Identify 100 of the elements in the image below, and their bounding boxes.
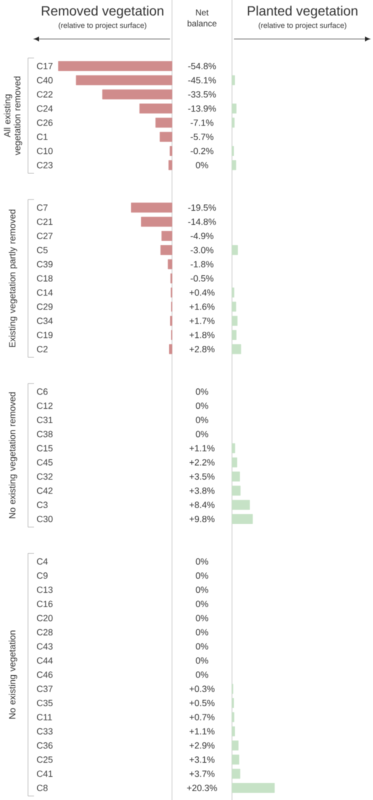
bar <box>232 316 238 326</box>
text: -14.8% <box>188 218 216 225</box>
y-tick-label: C45 <box>36 459 53 466</box>
text: +2.9% <box>190 742 215 749</box>
y-tick-label: C13 <box>36 586 53 593</box>
text: +1.1% <box>190 445 215 452</box>
bar <box>232 245 238 256</box>
text: 0% <box>196 586 208 593</box>
y-tick-label: C42 <box>36 488 53 494</box>
text: No existing vegetation removed <box>8 392 18 518</box>
y-tick-label: C32 <box>36 473 53 480</box>
text: 0% <box>196 614 208 622</box>
y-tick-label: C38 <box>36 430 53 438</box>
y-tick-label: C23 <box>36 162 53 168</box>
y-tick-label: C25 <box>36 756 53 763</box>
text: Net balance <box>188 10 216 26</box>
text: +3.1% <box>190 756 215 763</box>
y-tick-label: C22 <box>36 91 53 98</box>
text: -19.5% <box>188 204 216 211</box>
bar <box>232 330 236 340</box>
text: +3.5% <box>190 473 215 480</box>
y-tick-label: C34 <box>36 318 53 324</box>
text: -45.1% <box>188 77 216 84</box>
y-tick-label: C6 <box>36 388 48 395</box>
text: -54.8% <box>188 62 216 70</box>
y-tick-label: C21 <box>36 218 53 225</box>
text: -0.5% <box>190 275 214 282</box>
y-tick-label: C1 <box>36 134 48 140</box>
bar <box>232 75 235 86</box>
bar <box>232 514 253 524</box>
text: 0% <box>196 388 208 395</box>
text: 0% <box>196 629 208 636</box>
y-tick-label: C40 <box>36 77 53 84</box>
bar <box>232 288 234 298</box>
bar <box>232 712 234 722</box>
text: +0.7% <box>190 714 215 720</box>
text: 0% <box>196 430 208 438</box>
bar <box>232 740 239 750</box>
y-tick-label: C10 <box>36 148 53 154</box>
text: 0% <box>196 558 208 565</box>
text: -4.9% <box>190 232 214 240</box>
text: 0% <box>196 643 208 650</box>
y-tick-label: C2 <box>36 346 48 352</box>
y-tick-label: C30 <box>36 516 53 522</box>
y-tick-label: C43 <box>36 643 53 650</box>
text: +0.4% <box>190 289 215 296</box>
text: 0% <box>196 572 208 579</box>
text: -1.8% <box>190 261 214 268</box>
text: +2.2% <box>190 459 215 466</box>
bar <box>232 782 275 793</box>
text: 0% <box>196 162 208 168</box>
text: All existing vegetation removed <box>4 76 22 156</box>
bar <box>232 118 235 128</box>
text: +1.1% <box>190 728 215 734</box>
y-tick-label: C12 <box>36 402 53 409</box>
bar <box>232 344 242 354</box>
y-tick-label: C14 <box>36 289 53 296</box>
text: +8.4% <box>190 502 215 508</box>
text: 0% <box>196 402 208 409</box>
bar <box>232 486 241 496</box>
bar <box>232 104 236 114</box>
y-tick-label: C8 <box>36 784 48 792</box>
bar <box>232 457 238 468</box>
bar <box>232 472 240 482</box>
y-tick-label: C29 <box>36 304 53 310</box>
y-tick-label: C24 <box>36 105 53 112</box>
text: +3.7% <box>190 770 215 777</box>
y-tick-label: C18 <box>36 275 53 282</box>
text: +0.5% <box>190 700 215 706</box>
text: 0% <box>196 657 208 664</box>
bar <box>232 768 240 779</box>
text: -13.9% <box>188 105 216 112</box>
text: +1.8% <box>190 332 215 338</box>
text: -5.7% <box>190 134 214 140</box>
y-tick-label: C35 <box>36 700 53 706</box>
y-tick-label: C3 <box>36 502 48 508</box>
bar <box>232 754 240 765</box>
bar <box>232 726 235 736</box>
y-tick-label: C4 <box>36 558 48 565</box>
bar <box>232 302 236 312</box>
y-tick-label: C20 <box>36 614 53 622</box>
y-tick-label: C19 <box>36 332 53 338</box>
text: Existing vegetation partly removed <box>8 210 18 347</box>
text: Planted vegetation <box>248 6 358 18</box>
text: 0% <box>196 416 208 424</box>
y-tick-label: C26 <box>36 120 53 126</box>
y-tick-label: C9 <box>36 572 48 579</box>
text: -33.5% <box>188 91 216 98</box>
y-tick-label: C7 <box>36 204 48 211</box>
chart-title: Removed vegetation <box>42 6 164 18</box>
text: -0.2% <box>190 148 214 154</box>
bar <box>232 160 236 170</box>
text: +1.7% <box>190 318 215 324</box>
y-tick-label: C17 <box>36 62 53 70</box>
text: 0% <box>196 672 208 678</box>
bar <box>232 500 250 510</box>
y-tick-label: C5 <box>36 246 48 254</box>
text: No existing vegetation <box>8 630 18 719</box>
text: +1.6% <box>190 304 215 310</box>
y-tick-label: C33 <box>36 728 53 734</box>
